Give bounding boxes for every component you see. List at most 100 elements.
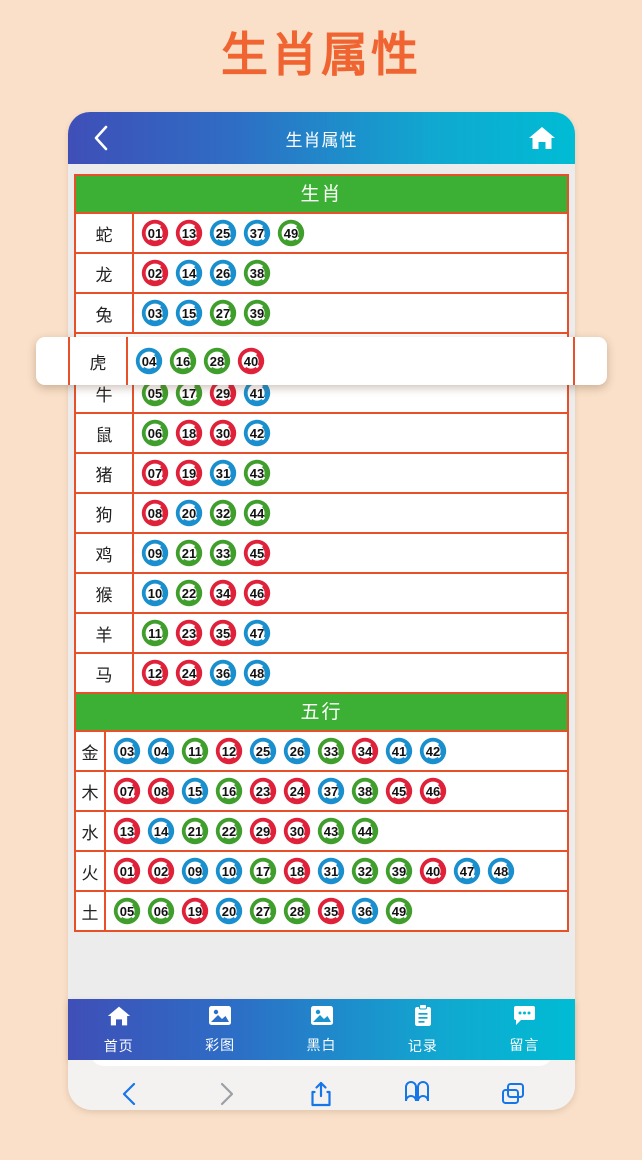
ball-number: 16	[175, 353, 191, 369]
ball-number: 36	[215, 665, 231, 681]
ball-number: 14	[181, 265, 197, 281]
ball-number: 37	[323, 783, 339, 799]
ball-number: 47	[249, 625, 265, 641]
table-row[interactable]: 水 13 14 21 22 29 30 43 44	[76, 812, 567, 852]
share-icon[interactable]	[298, 1078, 344, 1110]
ball-number: 32	[215, 505, 231, 521]
clipboard-icon	[412, 1003, 434, 1033]
lottery-ball: 33	[208, 538, 238, 568]
back-icon[interactable]	[107, 1078, 153, 1110]
home-icon[interactable]	[521, 112, 563, 164]
table-row[interactable]: 羊 11 23 35 47	[76, 614, 567, 654]
ball-number: 01	[119, 863, 135, 879]
ball-number: 28	[209, 353, 225, 369]
row-balls: 01 13 25 37 49	[134, 214, 567, 252]
ball-number: 05	[147, 385, 163, 401]
lottery-ball: 19	[174, 458, 204, 488]
lottery-ball: 16	[214, 776, 244, 806]
ball-number: 05	[119, 903, 135, 919]
ball-number: 24	[289, 783, 305, 799]
appnav-item-1[interactable]: 彩图	[169, 1004, 270, 1055]
ball-number: 44	[249, 505, 265, 521]
ball-number: 13	[181, 225, 197, 241]
ball-number: 43	[249, 465, 265, 481]
lottery-ball: 38	[242, 258, 272, 288]
lottery-ball: 45	[242, 538, 272, 568]
table-row[interactable]: 蛇 01 13 25 37 49	[76, 214, 567, 254]
back-button[interactable]	[80, 112, 122, 164]
lottery-ball: 40	[418, 856, 448, 886]
tabs-icon[interactable]	[490, 1078, 536, 1110]
lottery-ball: 03	[140, 298, 170, 328]
table-row[interactable]: 木 07 08 15 16 23 24 37 38 45 46	[76, 772, 567, 812]
lottery-ball: 33	[316, 736, 346, 766]
lottery-ball: 28	[282, 896, 312, 926]
lottery-ball: 44	[350, 816, 380, 846]
ball-number: 06	[153, 903, 169, 919]
table-row[interactable]: 狗 08 20 32 44	[76, 494, 567, 534]
appnav-item-2[interactable]: 黑白	[271, 1004, 372, 1055]
lottery-ball: 31	[316, 856, 346, 886]
lottery-ball: 24	[282, 776, 312, 806]
section-header-zodiac: 生肖	[76, 176, 567, 214]
table-row[interactable]: 火 01 02 09 10 17 18 31 32 39 40 47 48	[76, 852, 567, 892]
ball-number: 10	[147, 585, 163, 601]
appnav-item-3[interactable]: 记录	[372, 1003, 473, 1056]
image-icon	[310, 1004, 334, 1032]
lottery-ball: 32	[350, 856, 380, 886]
ball-number: 21	[181, 545, 197, 561]
table-row[interactable]: 龙 02 14 26 38	[76, 254, 567, 294]
ball-number: 22	[221, 823, 237, 839]
row-label: 鸡	[76, 534, 134, 572]
ball-number: 14	[153, 823, 169, 839]
section-header-wuxing: 五行	[76, 694, 567, 732]
table-row[interactable]: 金 03 04 11 12 25 26 33 34 41 42	[76, 732, 567, 772]
ball-number: 03	[147, 305, 163, 321]
lottery-ball: 39	[384, 856, 414, 886]
table-row[interactable]: 猪 07 19 31 43	[76, 454, 567, 494]
row-label: 羊	[76, 614, 134, 652]
lottery-ball: 01	[140, 218, 170, 248]
ball-number: 18	[289, 863, 305, 879]
table-row[interactable]: 鼠 06 18 30 42	[76, 414, 567, 454]
row-balls: 05 17 29 41	[134, 374, 567, 412]
row-label: 狗	[76, 494, 134, 532]
ball-number: 07	[119, 783, 135, 799]
lottery-ball: 34	[208, 578, 238, 608]
lottery-ball: 13	[112, 816, 142, 846]
ball-number: 42	[425, 743, 441, 759]
table-row[interactable]: 猴 10 22 34 46	[76, 574, 567, 614]
lottery-ball: 38	[350, 776, 380, 806]
ball-number: 38	[249, 265, 265, 281]
page-title: 生肖属性	[221, 28, 421, 81]
navbar-title: 生肖属性	[285, 130, 358, 150]
ball-number: 08	[153, 783, 169, 799]
ball-number: 31	[215, 465, 231, 481]
table-row[interactable]: 土 05 06 19 20 27 28 35 36 49	[76, 892, 567, 932]
forward-icon[interactable]	[203, 1078, 249, 1110]
lottery-ball: 41	[242, 378, 272, 408]
bookmarks-icon[interactable]	[394, 1078, 440, 1110]
row-balls: 07 19 31 43	[134, 454, 567, 492]
highlighted-row-card[interactable]: 虎 04 16 28 40	[36, 337, 607, 385]
lottery-ball: 10	[214, 856, 244, 886]
ball-number: 20	[181, 505, 197, 521]
lottery-ball: 14	[146, 816, 176, 846]
ball-number: 37	[249, 225, 265, 241]
row-balls: 02 14 26 38	[134, 254, 567, 292]
lottery-ball: 17	[174, 378, 204, 408]
ball-number: 02	[153, 863, 169, 879]
row-balls: 09 21 33 45	[134, 534, 567, 572]
lottery-ball: 48	[242, 658, 272, 688]
lottery-ball: 21	[180, 816, 210, 846]
table-row[interactable]: 兔 03 15 27 39	[76, 294, 567, 334]
lottery-ball: 04	[134, 346, 164, 376]
table-row[interactable]: 鸡 09 21 33 45	[76, 534, 567, 574]
lottery-ball: 07	[140, 458, 170, 488]
appnav-item-0[interactable]: 首页	[68, 1004, 169, 1056]
appnav-item-4[interactable]: 留言	[474, 1005, 575, 1055]
row-label: 兔	[76, 294, 134, 332]
ball-number: 29	[215, 385, 231, 401]
table-row[interactable]: 马 12 24 36 48	[76, 654, 567, 694]
lottery-ball: 26	[208, 258, 238, 288]
